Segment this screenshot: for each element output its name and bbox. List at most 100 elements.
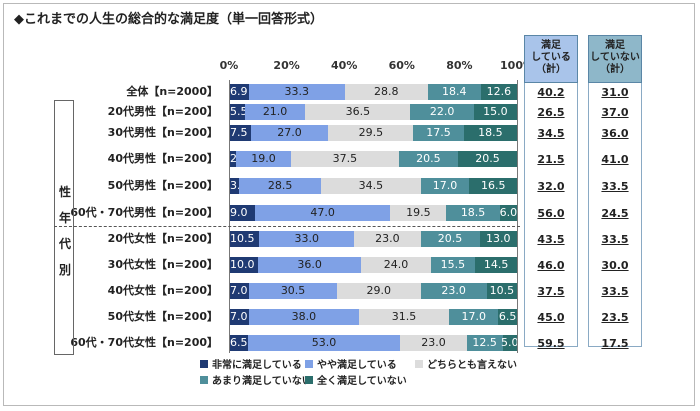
summary-value: 37.0 bbox=[601, 106, 629, 119]
chart-title: ◆これまでの人生の総合的な満足度（単一回答形式） bbox=[14, 12, 323, 27]
data-label: 22.0 bbox=[429, 105, 455, 118]
data-label: 9.0 bbox=[230, 206, 248, 219]
data-label: 47.0 bbox=[310, 206, 335, 219]
row-label: 50代男性【n=200】 bbox=[107, 179, 218, 192]
x-tick-label: 40% bbox=[331, 59, 358, 72]
bar-segment: 6.5 bbox=[229, 335, 248, 351]
bar-segment: 53.0 bbox=[247, 335, 401, 351]
data-label: 36.5 bbox=[345, 105, 371, 118]
bar-segment: 47.0 bbox=[254, 205, 391, 221]
data-label: 5.0 bbox=[501, 336, 519, 349]
bar-segment: 13.0 bbox=[479, 231, 517, 247]
axis-line bbox=[517, 80, 518, 353]
bar-segment: 17.5 bbox=[413, 125, 464, 141]
bar-segment: 30.5 bbox=[249, 283, 337, 299]
data-label: 37.5 bbox=[332, 152, 358, 165]
bar-segment: 10.5 bbox=[486, 283, 517, 299]
data-label: 28.8 bbox=[373, 85, 399, 98]
summary-value: 33.5 bbox=[601, 285, 629, 298]
summary-value: 32.0 bbox=[537, 180, 565, 193]
bar-segment: 14.5 bbox=[475, 257, 517, 273]
data-label: 20.5 bbox=[416, 152, 441, 165]
data-label: 33.3 bbox=[284, 85, 310, 98]
bar-segment: 29.0 bbox=[337, 283, 421, 299]
group-label-char: 年 bbox=[58, 211, 71, 225]
bar-segment: 22.0 bbox=[410, 104, 474, 120]
legend-item: どちらとも言えない bbox=[415, 360, 517, 372]
bar-segment: 36.5 bbox=[305, 104, 411, 120]
x-tick-label: 20% bbox=[273, 59, 300, 72]
bar-segment: 21.0 bbox=[244, 104, 306, 120]
row-label: 全体【n=2000】 bbox=[126, 85, 218, 98]
data-label: 12.5 bbox=[472, 336, 497, 349]
bar-segment: 6.9 bbox=[229, 84, 249, 100]
bar-segment: 2.5 bbox=[229, 151, 248, 167]
summary-value: 24.5 bbox=[601, 207, 629, 220]
row-label: 40代女性【n=200】 bbox=[107, 284, 218, 297]
row-label: 60代・70代女性【n=200】 bbox=[70, 336, 218, 349]
summary-value: 59.5 bbox=[537, 337, 565, 350]
gender-separator-line bbox=[54, 226, 520, 227]
data-label: 10.0 bbox=[230, 258, 255, 271]
summary-header-line: している bbox=[531, 52, 571, 63]
row-label: 30代男性【n=200】 bbox=[107, 126, 218, 139]
bar-segment: 10.5 bbox=[229, 231, 260, 247]
data-label: 17.0 bbox=[461, 310, 487, 323]
bar-segment: 28.8 bbox=[344, 84, 428, 100]
data-label: 28.5 bbox=[267, 179, 293, 192]
row-label: 40代男性【n=200】 bbox=[107, 152, 218, 165]
data-label: 30.5 bbox=[280, 284, 306, 297]
summary-header-line: （計） bbox=[600, 64, 630, 75]
bar-segment: 7.0 bbox=[229, 283, 250, 299]
data-label: 29.0 bbox=[366, 284, 392, 297]
row-label: 50代女性【n=200】 bbox=[107, 310, 218, 323]
summary-column-body bbox=[588, 83, 642, 347]
data-label: 53.0 bbox=[311, 336, 337, 349]
bar-segment: 20.5 bbox=[398, 151, 458, 167]
legend-swatch bbox=[305, 360, 313, 368]
bar-segment: 12.5 bbox=[466, 335, 503, 351]
bar-segment: 36.0 bbox=[257, 257, 362, 273]
group-label-char: 代 bbox=[58, 237, 71, 251]
data-label: 13.0 bbox=[486, 232, 511, 245]
x-tick-label: 60% bbox=[388, 59, 415, 72]
data-label: 12.6 bbox=[486, 85, 512, 98]
legend-label: どちらとも言えない bbox=[427, 360, 517, 371]
data-label: 21.0 bbox=[262, 105, 288, 118]
data-label: 6.9 bbox=[230, 85, 248, 98]
bar-segment: 27.0 bbox=[250, 125, 329, 141]
bar-segment: 17.0 bbox=[420, 178, 470, 194]
x-tick-label: 80% bbox=[446, 59, 473, 72]
data-label: 7.5 bbox=[230, 126, 248, 139]
bar-segment: 18.5 bbox=[463, 125, 517, 141]
legend-swatch bbox=[415, 360, 423, 368]
summary-value: 45.0 bbox=[537, 311, 565, 324]
data-label: 29.5 bbox=[358, 126, 384, 139]
row-label: 20代女性【n=200】 bbox=[107, 232, 218, 245]
summary-column-body bbox=[524, 83, 578, 347]
legend-item: 全く満足していない bbox=[305, 376, 407, 388]
data-label: 20.5 bbox=[437, 232, 463, 245]
data-label: 6.0 bbox=[499, 206, 518, 219]
summary-value: 33.5 bbox=[601, 233, 629, 246]
bar-segment: 16.5 bbox=[469, 178, 517, 194]
data-label: 6.5 bbox=[498, 310, 517, 323]
legend-item: あまり満足していない bbox=[200, 376, 312, 388]
bar-segment: 23.0 bbox=[420, 283, 487, 299]
bar-segment: 33.0 bbox=[259, 231, 355, 247]
bar-segment: 6.0 bbox=[500, 205, 517, 221]
bar-segment: 33.3 bbox=[248, 84, 345, 100]
summary-value: 30.0 bbox=[601, 259, 629, 272]
group-label-char: 別 bbox=[58, 263, 71, 277]
bar-segment: 6.5 bbox=[498, 309, 517, 325]
summary-value: 41.0 bbox=[601, 153, 629, 166]
summary-value: 17.5 bbox=[601, 337, 629, 350]
summary-header-line: していない bbox=[590, 52, 640, 63]
x-axis-ticks: 0% 20% 40% 60% 80% 100% bbox=[0, 0, 700, 80]
group-label-char: 性 bbox=[58, 185, 71, 199]
bar-segment: 18.4 bbox=[427, 84, 481, 100]
legend-label: 非常に満足している bbox=[212, 360, 302, 371]
data-label: 7.0 bbox=[230, 310, 248, 323]
bar-segment: 9.0 bbox=[229, 205, 255, 221]
